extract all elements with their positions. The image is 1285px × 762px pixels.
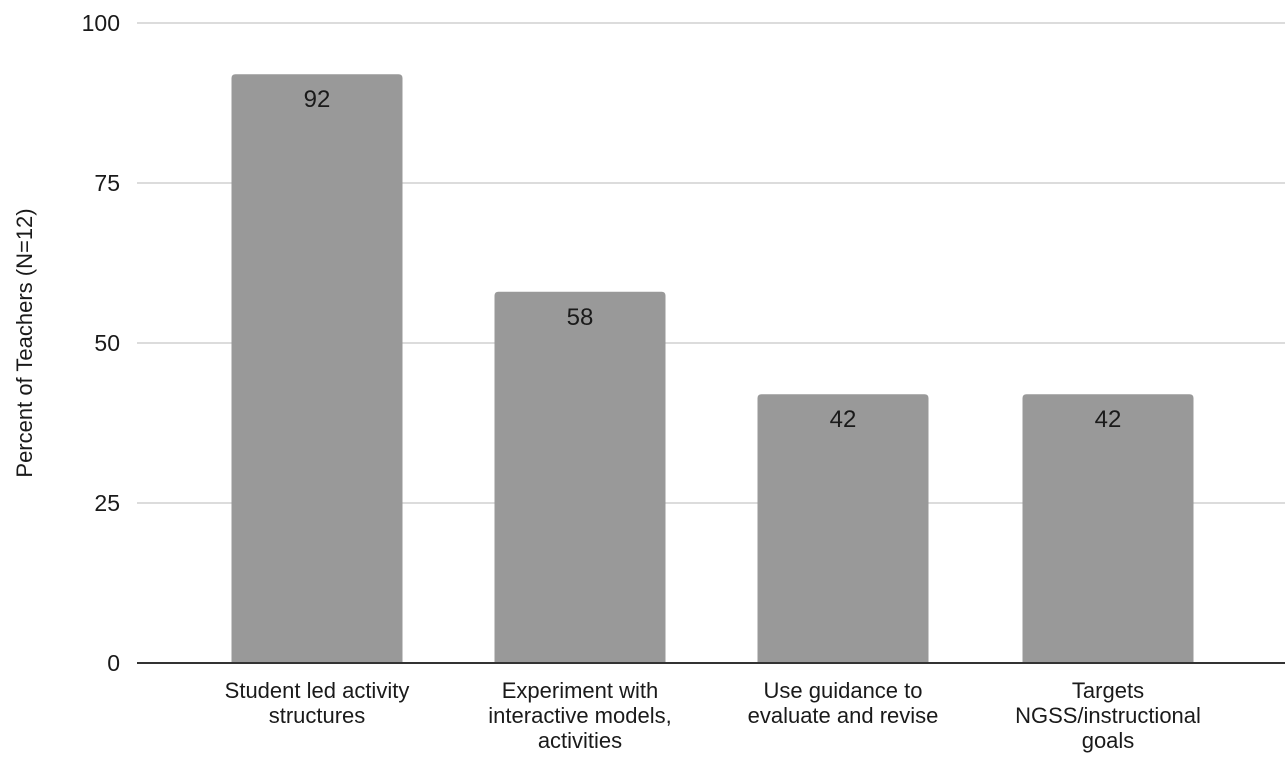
bar-value-label: 58 bbox=[567, 304, 594, 331]
x-category-label-line: goals bbox=[1082, 728, 1135, 753]
x-category-label-line: activities bbox=[538, 728, 622, 753]
bar bbox=[231, 74, 403, 663]
x-category-label-line: NGSS/instructional bbox=[1015, 703, 1201, 728]
x-category-label-line: interactive models, bbox=[488, 703, 671, 728]
x-axis-categories: Student led activity structures Experiment… bbox=[225, 678, 1201, 753]
bar bbox=[494, 291, 666, 663]
x-category-label: Targets NGSS/instructional goals bbox=[1015, 678, 1201, 753]
y-tick-label: 50 bbox=[94, 330, 120, 356]
bar-value-label: 42 bbox=[830, 406, 857, 433]
bar bbox=[1022, 394, 1194, 663]
bars bbox=[231, 74, 1194, 663]
x-category-label: Use guidance to evaluate and revise bbox=[748, 678, 939, 728]
x-category-label-line: Use guidance to bbox=[764, 678, 923, 703]
x-category-label: Student led activity structures bbox=[225, 678, 410, 728]
y-axis-ticks: 0 25 50 75 100 bbox=[82, 10, 120, 676]
x-category-label-line: Experiment with bbox=[502, 678, 659, 703]
x-category-label-line: Student led activity bbox=[225, 678, 410, 703]
y-tick-label: 75 bbox=[94, 170, 120, 196]
y-tick-label: 0 bbox=[107, 650, 120, 676]
data-labels: 92 58 42 42 bbox=[304, 86, 1122, 433]
bar bbox=[757, 394, 929, 663]
x-category-label: Experiment with interactive models, activi… bbox=[488, 678, 671, 753]
bar-value-label: 92 bbox=[304, 86, 331, 113]
y-tick-label: 100 bbox=[82, 10, 120, 36]
y-axis-title: Percent of Teachers (N=12) bbox=[12, 208, 37, 477]
y-tick-label: 25 bbox=[94, 490, 120, 516]
x-category-label-line: structures bbox=[269, 703, 366, 728]
bar-value-label: 42 bbox=[1095, 406, 1122, 433]
x-category-label-line: Targets bbox=[1072, 678, 1144, 703]
x-category-label-line: evaluate and revise bbox=[748, 703, 939, 728]
